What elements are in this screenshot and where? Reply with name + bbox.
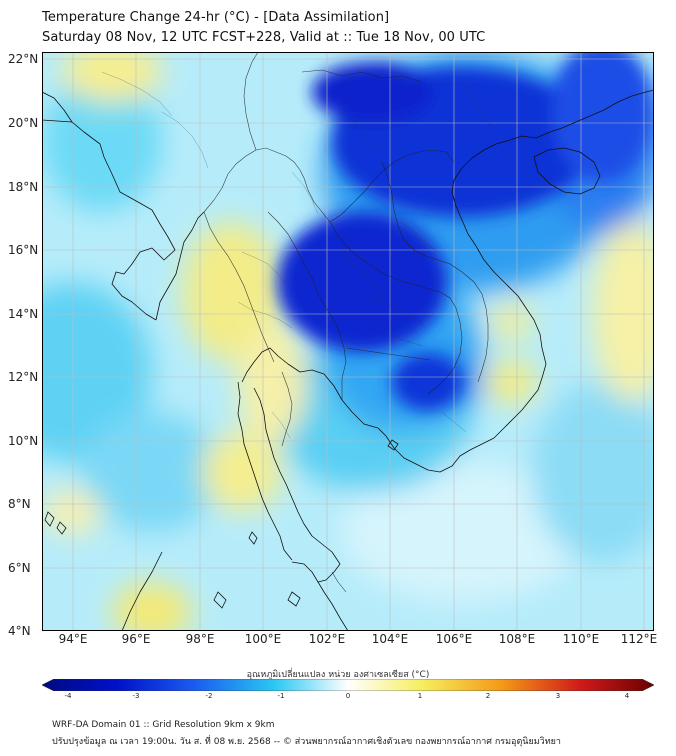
lon-label-94e: 94°E — [58, 632, 88, 646]
lat-label-14n: 14°N — [8, 307, 39, 321]
lat-label-10n: 10°N — [8, 434, 39, 448]
coastlines — [42, 89, 654, 631]
lon-label-96e: 96°E — [121, 632, 151, 646]
map-canvas — [42, 52, 654, 631]
footer-model-info: WRF-DA Domain 01 :: Grid Resolution 9km … — [52, 720, 275, 730]
lon-label-104e: 104°E — [371, 632, 409, 646]
colorbar-tick: 3 — [555, 692, 561, 700]
lon-label-102e: 102°E — [308, 632, 346, 646]
map-title: Temperature Change 24-hr (°C) - [Data As… — [42, 10, 390, 25]
colorbar-tick: 0 — [345, 692, 351, 700]
lon-label-106e: 106°E — [435, 632, 473, 646]
lat-label-12n: 12°N — [8, 370, 39, 384]
lon-label-108e: 108°E — [498, 632, 536, 646]
colorbar-tick: -4 — [64, 692, 72, 700]
colorbar-tick: -2 — [205, 692, 213, 700]
colorbar-ramp — [42, 679, 654, 691]
graticule — [42, 52, 654, 631]
islands — [44, 147, 601, 609]
lat-label-22n: 22°N — [8, 52, 39, 66]
borders — [203, 52, 489, 593]
colorbar-tick: 2 — [485, 692, 491, 700]
lat-label-16n: 16°N — [8, 243, 39, 257]
colorbar — [42, 679, 654, 691]
temperature-field-dark — [277, 52, 652, 410]
map-subtitle: Saturday 08 Nov, 12 UTC FCST+228, Valid … — [42, 30, 486, 45]
colorbar-tick: 1 — [417, 692, 423, 700]
map-frame — [42, 52, 654, 631]
colorbar-label: อุณหภูมิเปลี่ยนแปลง หน่วย องศาเซลเซียส (… — [246, 670, 430, 680]
lon-label-100e: 100°E — [244, 632, 282, 646]
province-lines — [101, 71, 493, 439]
footer-credit: ปรับปรุงข้อมูล ณ เวลา 19:00น. วัน ส. ที่… — [52, 737, 561, 747]
lon-label-112e: 112°E — [620, 632, 658, 646]
colorbar-tick: 4 — [624, 692, 630, 700]
lat-label-20n: 20°N — [8, 116, 39, 130]
lat-label-8n: 8°N — [8, 497, 31, 511]
lat-label-6n: 6°N — [8, 561, 31, 575]
colorbar-tick: -3 — [132, 692, 140, 700]
lon-label-98e: 98°E — [185, 632, 215, 646]
lon-label-110e: 110°E — [562, 632, 600, 646]
lat-label-4n: 4°N — [8, 624, 31, 638]
temperature-change-map[interactable] — [42, 52, 654, 631]
lat-label-18n: 18°N — [8, 180, 39, 194]
colorbar-tick: -1 — [277, 692, 285, 700]
